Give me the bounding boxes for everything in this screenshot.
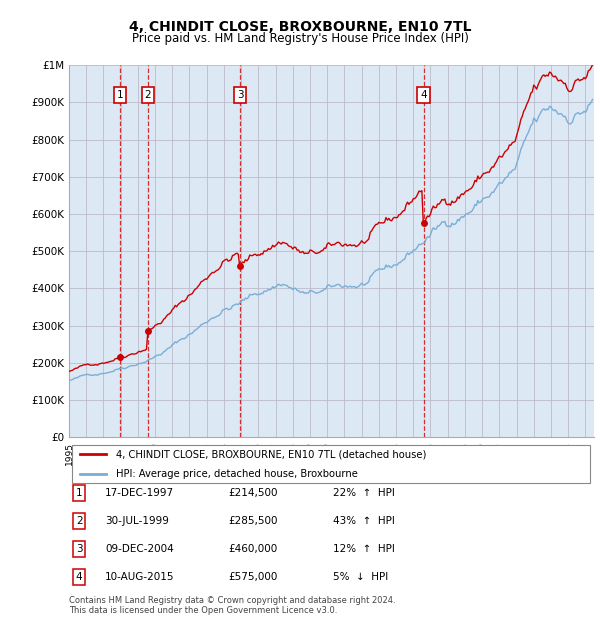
Text: £575,000: £575,000: [228, 572, 277, 582]
Text: 3: 3: [237, 90, 244, 100]
Text: 2: 2: [145, 90, 151, 100]
Text: 1: 1: [76, 488, 83, 498]
FancyBboxPatch shape: [71, 445, 590, 483]
Text: 4, CHINDIT CLOSE, BROXBOURNE, EN10 7TL (detached house): 4, CHINDIT CLOSE, BROXBOURNE, EN10 7TL (…: [116, 449, 427, 459]
Text: Contains HM Land Registry data © Crown copyright and database right 2024.
This d: Contains HM Land Registry data © Crown c…: [69, 596, 395, 615]
Text: 30-JUL-1999: 30-JUL-1999: [105, 516, 169, 526]
Text: 3: 3: [76, 544, 83, 554]
Text: Price paid vs. HM Land Registry's House Price Index (HPI): Price paid vs. HM Land Registry's House …: [131, 32, 469, 45]
Text: 1: 1: [116, 90, 123, 100]
Text: £460,000: £460,000: [228, 544, 277, 554]
Text: 09-DEC-2004: 09-DEC-2004: [105, 544, 174, 554]
Text: £214,500: £214,500: [228, 488, 277, 498]
Text: HPI: Average price, detached house, Broxbourne: HPI: Average price, detached house, Brox…: [116, 469, 358, 479]
Text: 2: 2: [76, 516, 83, 526]
Text: 4: 4: [421, 90, 427, 100]
Text: 17-DEC-1997: 17-DEC-1997: [105, 488, 174, 498]
Text: 43%  ↑  HPI: 43% ↑ HPI: [333, 516, 395, 526]
Text: 4: 4: [76, 572, 83, 582]
Text: 4, CHINDIT CLOSE, BROXBOURNE, EN10 7TL: 4, CHINDIT CLOSE, BROXBOURNE, EN10 7TL: [129, 20, 471, 34]
Text: 5%  ↓  HPI: 5% ↓ HPI: [333, 572, 388, 582]
Text: 12%  ↑  HPI: 12% ↑ HPI: [333, 544, 395, 554]
Text: 22%  ↑  HPI: 22% ↑ HPI: [333, 488, 395, 498]
Text: £285,500: £285,500: [228, 516, 277, 526]
Text: 10-AUG-2015: 10-AUG-2015: [105, 572, 175, 582]
